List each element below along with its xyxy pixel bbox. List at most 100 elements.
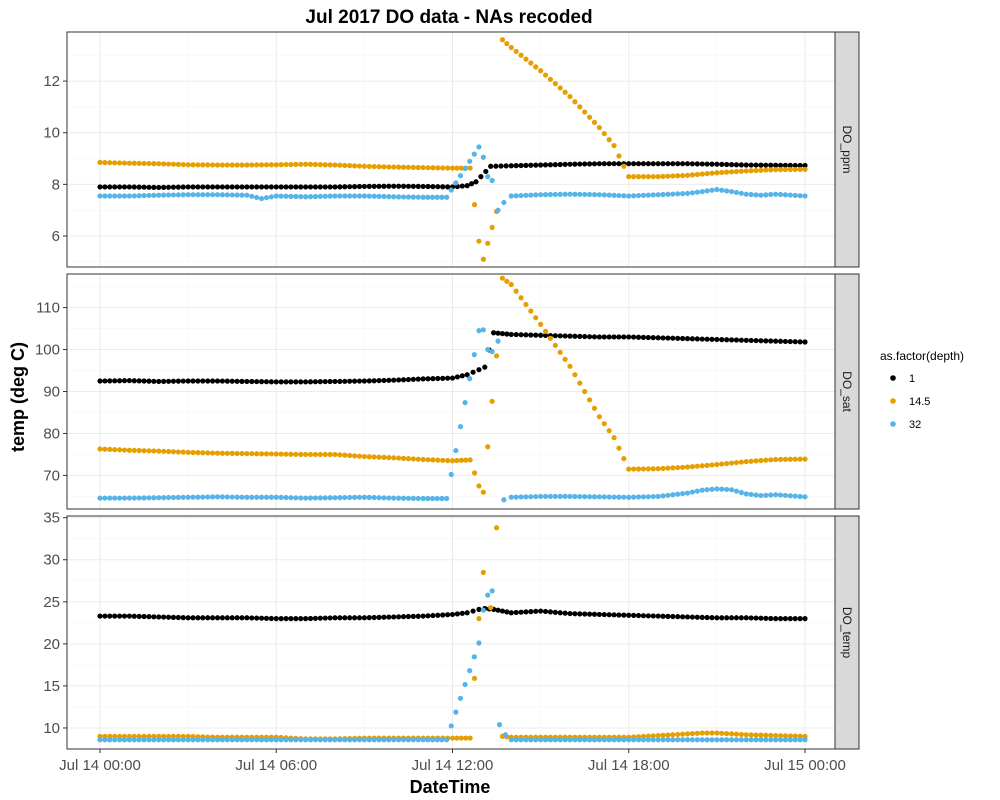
data-point bbox=[572, 99, 578, 105]
data-point bbox=[415, 456, 421, 462]
data-point bbox=[312, 737, 319, 743]
data-point bbox=[214, 737, 221, 743]
data-point bbox=[440, 612, 446, 618]
data-point bbox=[797, 456, 803, 462]
data-point bbox=[190, 494, 196, 500]
data-point bbox=[459, 610, 465, 616]
data-point bbox=[773, 191, 779, 197]
data-point bbox=[361, 183, 367, 190]
data-point bbox=[448, 187, 454, 193]
data-point bbox=[342, 452, 348, 458]
data-point bbox=[724, 169, 730, 175]
data-point bbox=[699, 188, 705, 195]
data-point bbox=[518, 295, 524, 301]
data-point bbox=[430, 457, 436, 463]
data-point bbox=[665, 492, 671, 498]
data-point bbox=[366, 454, 372, 460]
data-point bbox=[126, 160, 132, 166]
x-tick-label: Jul 14 00:00 bbox=[59, 757, 141, 774]
data-point bbox=[258, 195, 265, 202]
data-point bbox=[337, 184, 343, 190]
data-point bbox=[273, 184, 279, 190]
data-point bbox=[777, 737, 784, 743]
data-point bbox=[552, 342, 558, 348]
data-point bbox=[278, 494, 284, 500]
data-point bbox=[337, 378, 343, 384]
data-point bbox=[337, 615, 343, 621]
data-point bbox=[126, 613, 132, 619]
data-point bbox=[467, 158, 473, 164]
data-point bbox=[254, 378, 260, 385]
data-point bbox=[288, 495, 294, 501]
data-point bbox=[773, 162, 779, 168]
data-point bbox=[513, 609, 519, 616]
data-point bbox=[229, 184, 235, 190]
data-point bbox=[420, 194, 426, 200]
data-point bbox=[635, 494, 642, 500]
data-point bbox=[405, 613, 412, 620]
data-point bbox=[631, 334, 637, 340]
panel-DO_sat: 70 80 90 100 110 DO_sat bbox=[35, 273, 860, 510]
data-point bbox=[782, 166, 789, 173]
data-point bbox=[454, 611, 460, 617]
data-point bbox=[606, 428, 612, 434]
data-point bbox=[680, 614, 686, 620]
data-point bbox=[547, 162, 554, 168]
data-point bbox=[351, 453, 358, 459]
data-point bbox=[210, 184, 216, 190]
data-point bbox=[743, 737, 749, 743]
data-point bbox=[738, 615, 744, 621]
data-point bbox=[470, 608, 476, 614]
data-point bbox=[768, 737, 774, 743]
data-point bbox=[699, 737, 705, 743]
data-point bbox=[361, 737, 367, 743]
data-point bbox=[665, 465, 671, 471]
data-point bbox=[332, 737, 338, 743]
data-point bbox=[234, 450, 240, 457]
data-point bbox=[768, 167, 774, 173]
data-point bbox=[136, 613, 142, 619]
data-point bbox=[249, 162, 255, 168]
data-point bbox=[293, 616, 299, 622]
data-point bbox=[420, 737, 426, 743]
data-point bbox=[518, 332, 524, 338]
data-point bbox=[557, 85, 563, 91]
data-point bbox=[675, 161, 681, 167]
data-point bbox=[675, 737, 681, 743]
data-point bbox=[210, 737, 216, 743]
data-point bbox=[415, 376, 421, 382]
data-point bbox=[278, 379, 284, 385]
data-point bbox=[102, 737, 108, 743]
data-point bbox=[782, 733, 789, 739]
data-point bbox=[462, 681, 468, 688]
data-point bbox=[480, 607, 486, 613]
data-point bbox=[102, 446, 108, 452]
data-point bbox=[366, 193, 372, 199]
data-point bbox=[471, 151, 477, 157]
data-point bbox=[205, 450, 211, 456]
data-point bbox=[136, 737, 142, 743]
data-point bbox=[102, 378, 108, 384]
data-point bbox=[684, 172, 691, 178]
data-point bbox=[146, 614, 152, 620]
data-point bbox=[485, 444, 491, 450]
data-point bbox=[621, 163, 627, 169]
data-point bbox=[327, 451, 333, 458]
data-point bbox=[601, 421, 607, 427]
data-point bbox=[195, 192, 201, 198]
data-point bbox=[440, 165, 446, 171]
data-point bbox=[381, 737, 387, 743]
data-point bbox=[773, 167, 779, 173]
data-point bbox=[126, 447, 132, 453]
y-tick-label: 8 bbox=[52, 176, 60, 193]
data-point bbox=[391, 164, 397, 170]
data-point bbox=[210, 192, 216, 198]
data-point bbox=[131, 160, 137, 166]
data-point bbox=[586, 397, 593, 403]
facet-strip bbox=[834, 515, 860, 750]
data-point bbox=[523, 332, 529, 338]
data-point bbox=[200, 615, 206, 621]
data-point bbox=[121, 737, 128, 743]
data-point bbox=[175, 184, 181, 190]
data-point bbox=[146, 495, 152, 501]
